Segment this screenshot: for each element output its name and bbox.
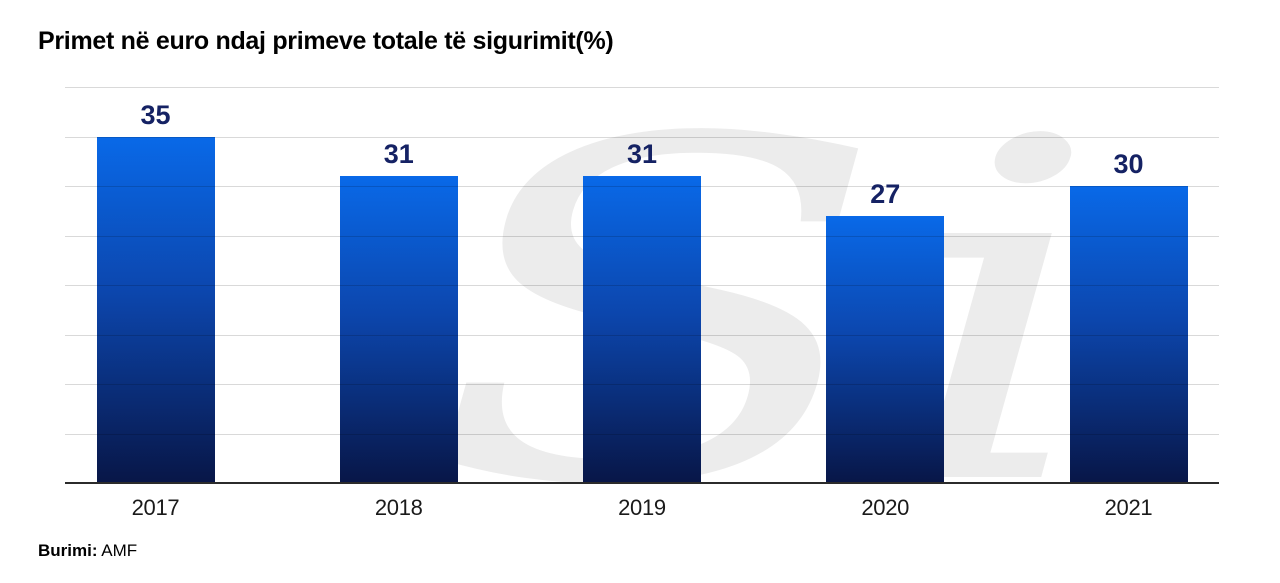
plot-area: Si 35 2017 31 2018 31 2019 27 2020 30 2021 xyxy=(65,41,1219,583)
x-axis-label: 2021 xyxy=(1104,495,1153,520)
chart-title: Primet në euro ndaj primeve totale të si… xyxy=(38,27,614,55)
bar-value-label: 27 xyxy=(870,178,901,209)
source-value: AMF xyxy=(101,541,138,560)
si-watermark-logo: Si xyxy=(425,41,1125,583)
bar xyxy=(96,136,215,483)
x-axis-label: 2017 xyxy=(131,495,180,520)
bar xyxy=(339,176,458,483)
bar xyxy=(826,215,945,483)
gridline xyxy=(65,87,1219,88)
x-axis-label: 2018 xyxy=(374,495,423,520)
bar-value-label: 35 xyxy=(140,99,171,130)
gridline xyxy=(65,136,1219,138)
x-axis-label: 2019 xyxy=(618,495,666,520)
x-axis-label: 2020 xyxy=(861,495,910,520)
svg-text:Si: Si xyxy=(425,77,1105,547)
source-label: Burimi: xyxy=(38,541,98,560)
bar xyxy=(1069,186,1188,483)
bar-value-label: 31 xyxy=(383,139,414,170)
bar-value-label: 31 xyxy=(626,139,658,170)
bar xyxy=(583,176,701,483)
x-axis-line xyxy=(65,482,1219,484)
source-line: Burimi: AMF xyxy=(38,541,137,561)
bar-value-label: 30 xyxy=(1113,149,1144,179)
